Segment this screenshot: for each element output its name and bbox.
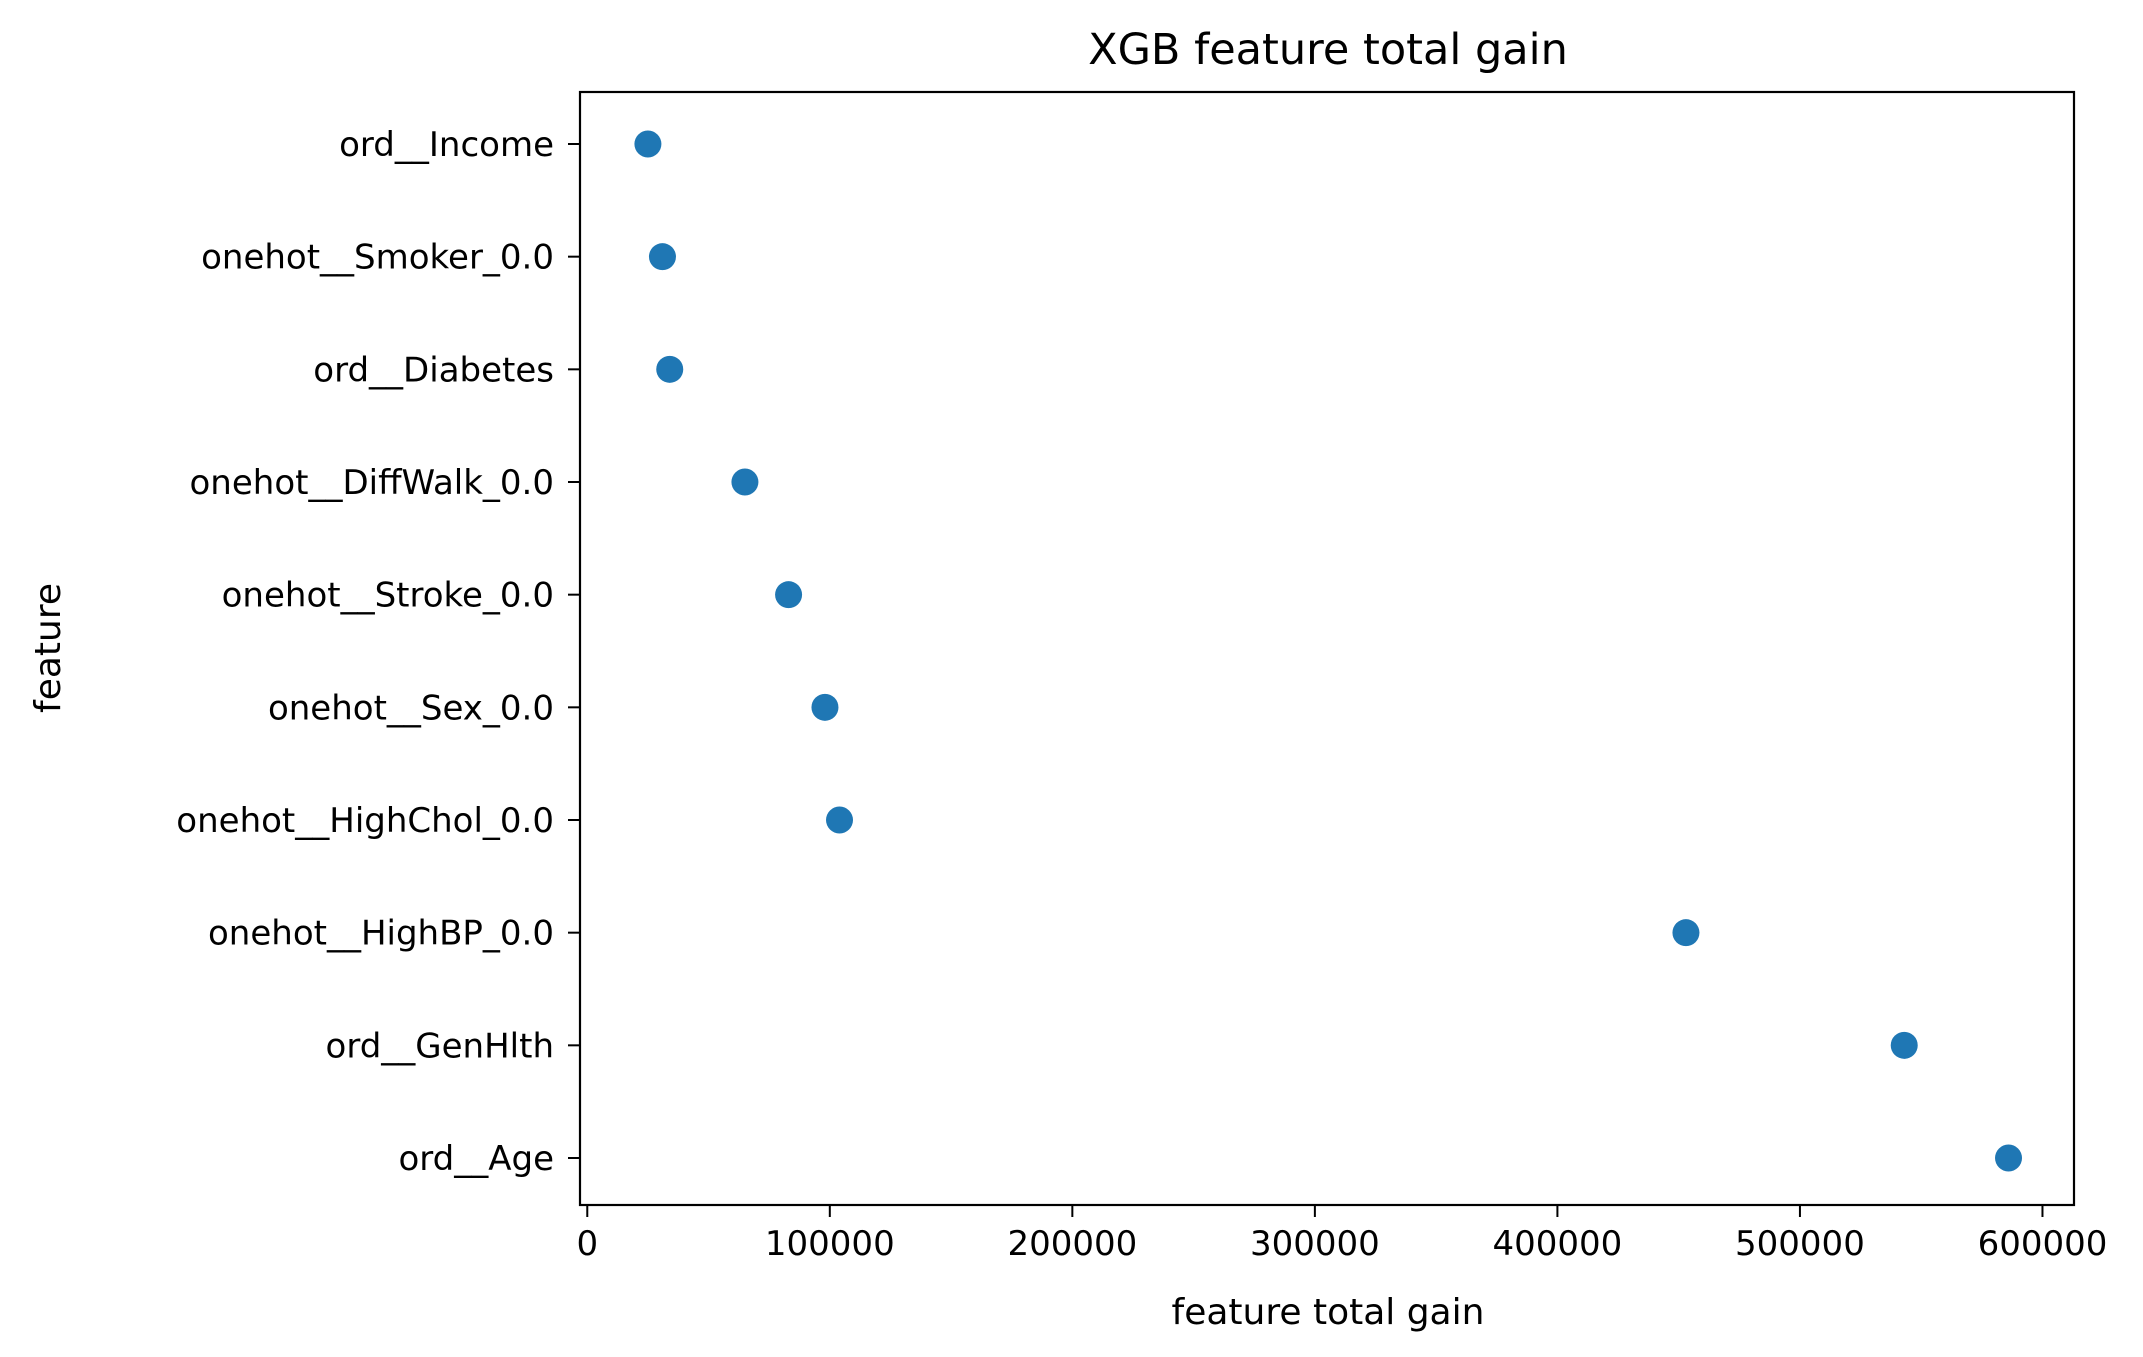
plot-area: 0 100000 200000 300000 400000 500000 600000 ord… — [176, 125, 2107, 1264]
data-point — [634, 130, 662, 158]
axes-frame — [578, 90, 2076, 1207]
y-tick-label: ord__GenHlth — [326, 1026, 554, 1066]
x-axis-label: feature total gain — [1172, 1292, 1485, 1333]
data-point — [826, 806, 854, 834]
y-tick-label: onehot__Sex_0.0 — [268, 688, 554, 728]
x-tick-label: 600000 — [1978, 1224, 2108, 1264]
y-axis-label: feature — [28, 583, 69, 713]
x-tick-label: 200000 — [1007, 1224, 1137, 1264]
y-tick-label: ord__Age — [398, 1139, 554, 1179]
x-tick-label: 400000 — [1493, 1224, 1623, 1264]
data-point — [656, 355, 684, 383]
data-point — [811, 693, 839, 721]
chart-title: XGB feature total gain — [1088, 25, 1568, 75]
y-tick-label: onehot__Stroke_0.0 — [222, 576, 554, 616]
y-tick-label: ord__Income — [339, 125, 554, 165]
data-point — [731, 468, 759, 496]
data-point — [775, 581, 803, 609]
x-tick-label: 300000 — [1250, 1224, 1380, 1264]
y-tick-label: onehot__HighBP_0.0 — [208, 914, 554, 954]
x-tick-label: 500000 — [1735, 1224, 1865, 1264]
y-tick-label: onehot__Smoker_0.0 — [201, 238, 554, 278]
x-tick-label: 100000 — [765, 1224, 895, 1264]
y-tick-label: ord__Diabetes — [313, 350, 554, 390]
y-tick-label: onehot__DiffWalk_0.0 — [190, 463, 555, 503]
data-point — [648, 243, 676, 271]
y-tick-label: onehot__HighChol_0.0 — [176, 801, 554, 841]
data-point — [1672, 919, 1700, 947]
data-point — [1995, 1144, 2023, 1172]
x-tick-label: 0 — [576, 1224, 598, 1264]
data-point — [1890, 1031, 1918, 1059]
